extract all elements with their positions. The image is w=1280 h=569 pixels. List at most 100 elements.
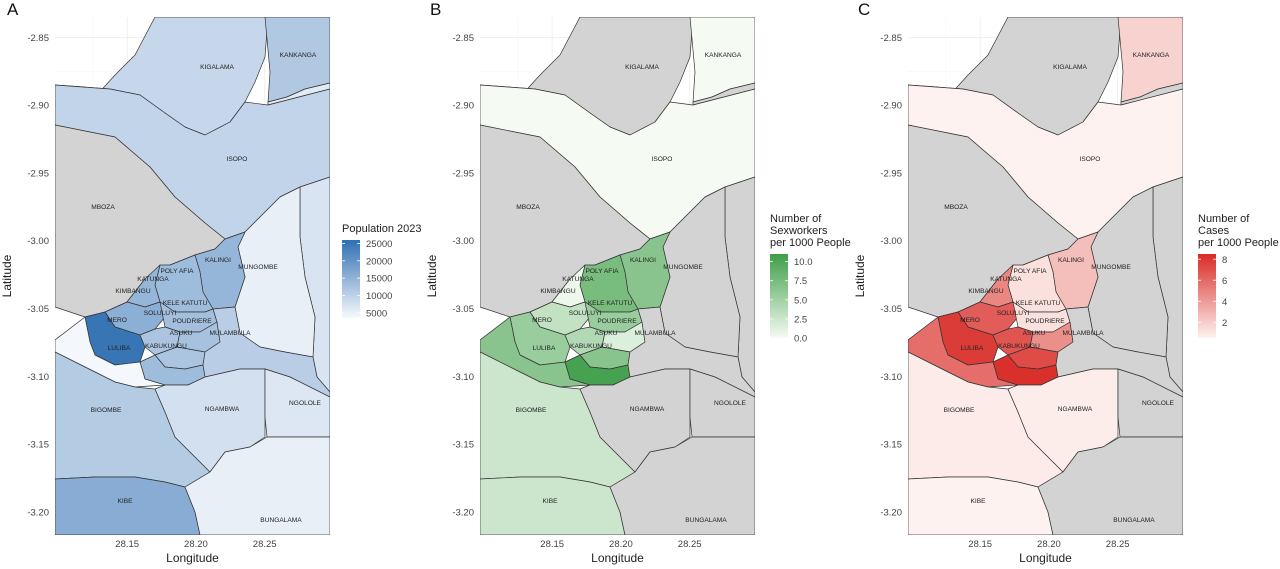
y-tick-label: -3.15 xyxy=(880,440,902,451)
y-tick-label: -3.20 xyxy=(27,507,49,518)
region-label: MUNGOMBE xyxy=(1091,264,1131,271)
region-label: KIBE xyxy=(117,498,133,505)
y-tick-label: -2.85 xyxy=(880,33,902,44)
region-label: POLY AFIA xyxy=(585,268,619,275)
y-tick-label: -3.00 xyxy=(27,236,49,247)
region-label: KIGALAMA xyxy=(1053,64,1087,71)
y-tick-label: -2.95 xyxy=(27,168,49,179)
legend-tick-label: 15000 xyxy=(366,274,392,285)
region-layer xyxy=(480,17,755,535)
x-tick-label: 28.25 xyxy=(1106,539,1130,550)
region-label: KATUNGA xyxy=(137,276,169,283)
region-layer xyxy=(55,17,330,535)
map-panel-b: KIGALAMA KANKANGA ISOPO MBOZA MUNGOMBE KALING… xyxy=(425,0,755,565)
legend-tick-label: 0.0 xyxy=(794,334,807,345)
map-panel-a: KIGALAMA KANKANGA ISOPO MBOZA MUNGOMBE KALING… xyxy=(0,0,330,565)
panel-letter: B xyxy=(430,0,441,19)
region-label: KIGALAMA xyxy=(200,64,234,71)
panel-letter: C xyxy=(858,0,870,19)
region-label: KIMBANGU xyxy=(540,288,575,295)
region-label: ASUKU xyxy=(170,330,193,337)
region-label: BIGOMBE xyxy=(516,407,547,414)
region-ngambwa xyxy=(579,368,691,473)
region-label: MULAMBULA xyxy=(1062,330,1104,337)
x-tick-label: 28.20 xyxy=(609,539,633,550)
y-tick-label: -2.95 xyxy=(880,168,902,179)
region-label: KALINGI xyxy=(630,257,656,264)
region-label: KIBE xyxy=(970,498,986,505)
legend-title: Sexworkers xyxy=(770,225,828,237)
y-tick-label: -3.05 xyxy=(452,304,474,315)
legend-tick-label: 5000 xyxy=(366,308,387,319)
legend-tick-label: 10.0 xyxy=(794,257,813,268)
region-label: NGAMBWA xyxy=(630,406,665,413)
region-label: KANKANGA xyxy=(1133,52,1170,59)
region-label: POUDRIERE xyxy=(172,318,212,325)
x-tick-label: 28.15 xyxy=(968,539,992,550)
x-tick-label: 28.15 xyxy=(115,539,139,550)
y-tick-label: -3.00 xyxy=(880,236,902,247)
y-tick-label: -2.85 xyxy=(452,33,474,44)
y-tick-label: -3.05 xyxy=(880,304,902,315)
legend-title: Population 2023 xyxy=(342,223,422,235)
x-tick-label: 28.20 xyxy=(1037,539,1061,550)
region-kibe xyxy=(908,476,1054,535)
region-bungalama xyxy=(184,436,330,535)
y-tick-label: -2.95 xyxy=(452,168,474,179)
y-tick-label: -3.10 xyxy=(27,372,49,383)
legend-title: Number of xyxy=(770,213,822,225)
region-layer xyxy=(908,17,1183,535)
region-label: MULAMBULA xyxy=(209,330,251,337)
region-label: KABUKUNGU xyxy=(998,343,1040,350)
region-label: LULIBA xyxy=(961,345,984,352)
region-label: KALINGI xyxy=(205,257,231,264)
y-axis-title: Latitude xyxy=(0,254,14,297)
region-label: ASUKU xyxy=(595,330,618,337)
region-labels: KIGALAMA KANKANGA ISOPO MBOZA MUNGOMBE KALING… xyxy=(91,52,322,524)
region-label: KANKANGA xyxy=(705,52,742,59)
legend-tick-label: 6 xyxy=(1222,276,1227,287)
x-axis-title: Longitude xyxy=(166,551,219,565)
x-tick-label: 28.25 xyxy=(253,539,277,550)
y-tick-label: -3.20 xyxy=(880,507,902,518)
legend-tick-label: 10000 xyxy=(366,291,392,302)
y-tick-label: -2.90 xyxy=(452,101,474,112)
x-tick-label: 28.25 xyxy=(678,539,702,550)
legend-title: per 1000 People xyxy=(770,237,851,249)
region-label: BIGOMBE xyxy=(944,407,975,414)
x-tick-label: 28.20 xyxy=(184,539,208,550)
region-label: NGAMBWA xyxy=(1058,406,1093,413)
region-label: KIMBANGU xyxy=(968,288,1003,295)
region-label: ISOPO xyxy=(652,156,673,163)
region-label: MBOZA xyxy=(516,204,540,211)
region-label: ISOPO xyxy=(1080,156,1101,163)
region-label: KATUNGA xyxy=(990,276,1022,283)
map-panel-c: KIGALAMA KANKANGA ISOPO MBOZA MUNGOMBE KALING… xyxy=(853,0,1183,565)
region-label: ISOPO xyxy=(227,156,248,163)
region-label: BIGOMBE xyxy=(91,407,122,414)
region-label: MBOZA xyxy=(91,204,115,211)
y-axis-title: Latitude xyxy=(425,254,439,297)
region-label: SOLULUYI xyxy=(144,310,177,317)
region-label: SOLULUYI xyxy=(569,310,602,317)
legend-tick-label: 7.5 xyxy=(794,276,807,287)
region-bungalama xyxy=(609,436,755,535)
legend: Population 2023 25000 20000 15000 10000 5000 xyxy=(342,223,422,319)
legend-title: per 1000 People xyxy=(1198,237,1279,249)
region-label: BUNGALAMA xyxy=(260,517,302,524)
region-label: KIMBANGU xyxy=(115,288,150,295)
region-label: BUNGALAMA xyxy=(1113,517,1155,524)
region-label: POUDRIERE xyxy=(1025,318,1065,325)
legend-colorbar xyxy=(342,240,360,318)
region-bungalama xyxy=(1037,436,1183,535)
region-label: KELE KATUTU xyxy=(1016,300,1061,307)
y-tick-label: -2.90 xyxy=(880,101,902,112)
y-tick-label: -3.10 xyxy=(880,372,902,383)
region-ngambwa xyxy=(154,368,266,473)
region-label: POLY AFIA xyxy=(160,268,194,275)
region-label: KIBE xyxy=(542,498,558,505)
region-ngambwa xyxy=(1007,368,1119,473)
x-axis-title: Longitude xyxy=(1019,551,1072,565)
region-label: MERO xyxy=(960,317,980,324)
